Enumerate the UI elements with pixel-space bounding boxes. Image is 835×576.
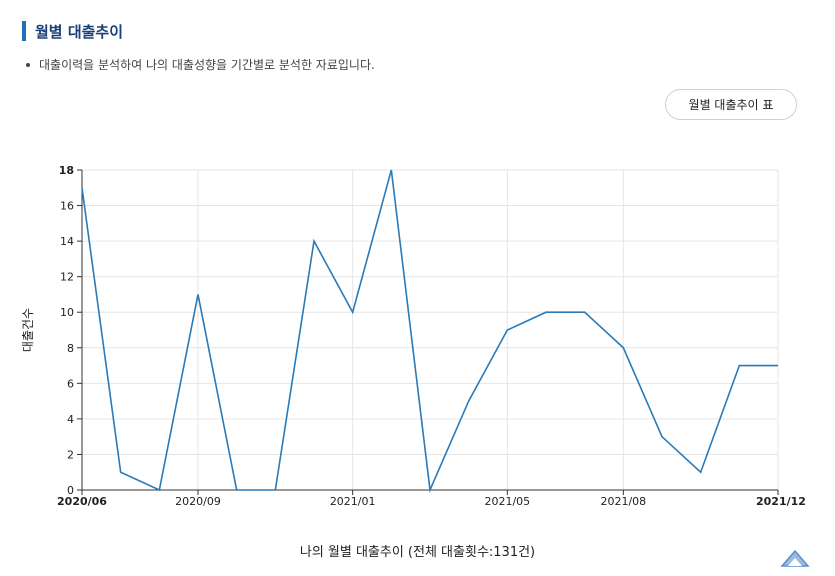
y-tick-label: 10 xyxy=(60,306,74,319)
scroll-top-button[interactable] xyxy=(778,548,812,572)
y-tick-label: 8 xyxy=(67,342,74,355)
description-text: 대출이력을 분석하여 나의 대출성향을 기간별로 분석한 자료입니다. xyxy=(39,58,375,72)
y-tick-label: 2 xyxy=(67,448,74,461)
y-tick-label: 6 xyxy=(67,377,74,390)
data-point xyxy=(157,488,161,492)
data-point xyxy=(428,488,432,492)
monthly-trend-table-button[interactable]: 월별 대출추이 표 xyxy=(665,89,797,120)
data-point xyxy=(273,488,277,492)
y-tick-label: 12 xyxy=(60,271,74,284)
data-point xyxy=(583,310,587,314)
data-point xyxy=(119,470,123,474)
data-point xyxy=(660,435,664,439)
data-point xyxy=(235,488,239,492)
description: 대출이력을 분석하여 나의 대출성향을 기간별로 분석한 자료입니다. xyxy=(26,56,375,73)
data-point xyxy=(80,186,84,190)
data-point xyxy=(737,364,741,368)
x-tick-label: 2021/12 xyxy=(756,495,806,508)
x-tick-label: 2021/01 xyxy=(330,495,376,508)
y-tick-label: 18 xyxy=(59,164,74,177)
y-axis-label: 대출건수 xyxy=(21,308,35,352)
chart-caption: 나의 월별 대출추이 (전체 대출횟수:131건) xyxy=(299,545,536,560)
data-point xyxy=(312,239,316,243)
x-tick-label: 2020/06 xyxy=(57,495,107,508)
section-title: 월별 대출추이 xyxy=(22,20,123,42)
data-point xyxy=(196,292,200,296)
data-point xyxy=(776,364,780,368)
series-line xyxy=(81,169,778,494)
data-point xyxy=(699,470,703,474)
y-tick-label: 4 xyxy=(67,413,74,426)
data-point xyxy=(544,310,548,314)
data-point xyxy=(505,328,509,332)
data-point xyxy=(351,310,355,314)
y-tick-label: 16 xyxy=(60,200,74,213)
bullet-icon xyxy=(26,62,30,67)
x-tick-label: 2021/05 xyxy=(484,495,530,508)
data-point xyxy=(389,168,393,172)
page-title: 월별 대출추이 xyxy=(35,22,124,41)
chevron-up-icon xyxy=(780,549,810,567)
y-tick-label: 14 xyxy=(60,235,74,248)
x-tick-label: 2021/08 xyxy=(600,495,646,508)
data-point xyxy=(467,399,471,403)
y-tick-label: 0 xyxy=(67,484,74,497)
x-tick-label: 2020/09 xyxy=(175,495,221,508)
title-accent-bar xyxy=(22,21,26,41)
data-point xyxy=(621,346,625,350)
